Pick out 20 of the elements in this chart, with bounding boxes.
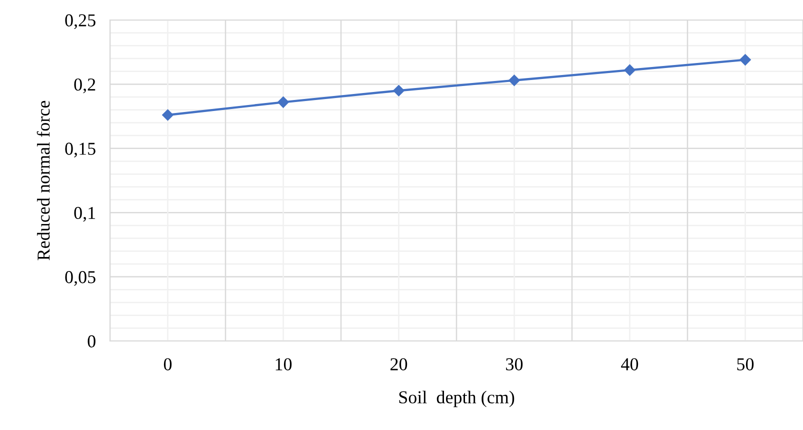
y-tick-label: 0,15 [65, 142, 96, 158]
y-axis-title: Reduced normal force [36, 100, 50, 260]
point [740, 54, 751, 66]
x-axis-title: Soil depth (cm) [399, 390, 514, 408]
point [393, 85, 404, 96]
x-tick-label: 0 [164, 358, 172, 370]
y-tick-label: 0,2 [74, 78, 96, 94]
x-tick-label: 20 [390, 358, 408, 370]
y-tick-label: 0,1 [74, 206, 96, 222]
x-tick-label: 10 [276, 358, 292, 370]
x-tick-label: 50 [737, 358, 754, 370]
y-tick-label: 0 [88, 335, 96, 348]
point [278, 96, 289, 108]
point [508, 74, 520, 86]
point [162, 109, 174, 121]
x-tick-label: 30 [506, 358, 523, 370]
y-tick-label: 0,05 [65, 271, 96, 286]
x-tick-label: 40 [621, 358, 638, 370]
y-tick-label: 0,25 [65, 14, 96, 30]
point [624, 64, 636, 76]
